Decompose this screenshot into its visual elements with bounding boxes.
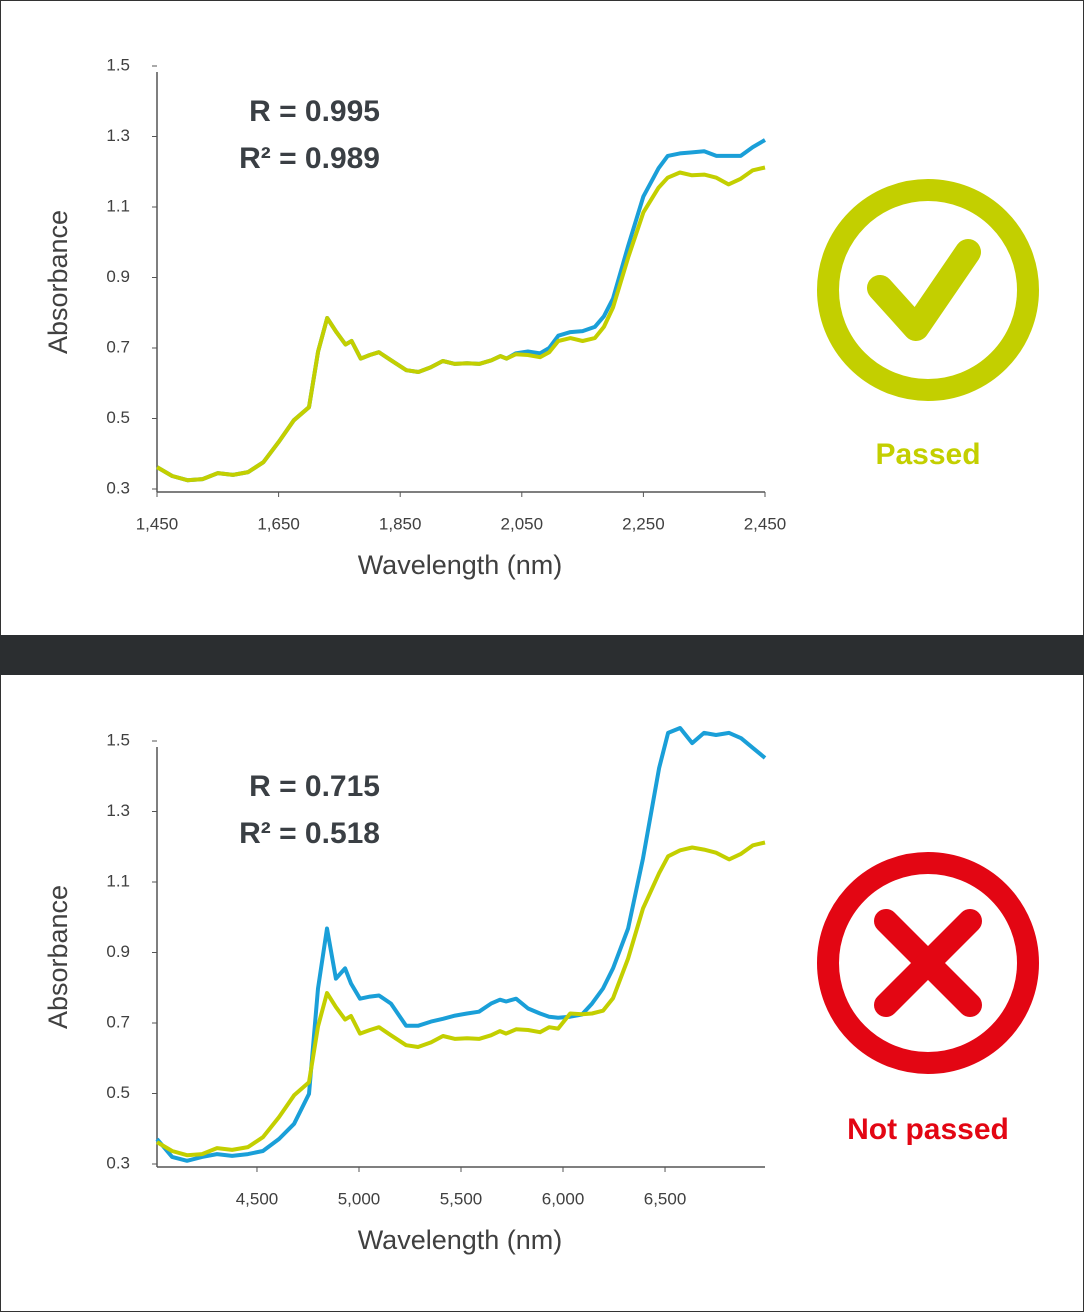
y-tick-label: 0.5 xyxy=(106,408,130,427)
y-tick-label: 1.1 xyxy=(106,196,130,215)
x-axis-title: Wavelength (nm) xyxy=(358,1225,563,1255)
y-tick-label: 1.5 xyxy=(106,730,130,749)
status-label: Not passed xyxy=(847,1113,1009,1146)
y-axis-title: Absorbance xyxy=(43,210,73,354)
x-tick-label: 2,250 xyxy=(622,514,665,533)
x-tick-label: 5,500 xyxy=(440,1189,483,1208)
correlation-label: R² = 0.518 xyxy=(239,817,380,850)
x-tick-label: 1,450 xyxy=(136,514,179,533)
x-tick-label: 4,500 xyxy=(236,1189,279,1208)
y-tick-label: 0.3 xyxy=(106,478,130,497)
y-tick-label: 0.7 xyxy=(106,337,130,356)
y-axis-title: Absorbance xyxy=(43,885,73,1029)
y-tick-label: 1.3 xyxy=(106,126,130,145)
x-tick-label: 6,000 xyxy=(542,1189,585,1208)
check-mark xyxy=(867,239,981,341)
status-label: Passed xyxy=(875,438,980,471)
y-tick-label: 1.1 xyxy=(106,871,130,890)
y-tick-label: 0.7 xyxy=(106,1012,130,1031)
series-line xyxy=(155,840,766,1158)
correlation-label: R² = 0.989 xyxy=(239,142,380,175)
y-tick-label: 0.5 xyxy=(106,1083,130,1102)
y-tick-label: 1.3 xyxy=(106,801,130,820)
fail-icon-ring xyxy=(817,852,1039,1074)
x-axis-title: Wavelength (nm) xyxy=(358,550,563,580)
x-tick-label: 5,000 xyxy=(338,1189,381,1208)
divider xyxy=(0,635,1084,675)
y-tick-label: 0.9 xyxy=(106,267,130,286)
x-tick-label: 1,650 xyxy=(257,514,300,533)
y-tick-label: 1.5 xyxy=(106,55,130,74)
correlation-label: R = 0.715 xyxy=(249,770,380,803)
y-tick-label: 0.9 xyxy=(106,942,130,961)
panel: 0.3 0.5 0.7 0.9 1.1 1.3 1.5 1,450 1,650 1,850 2,05… xyxy=(43,55,1039,580)
panel: 0.3 0.5 0.7 0.9 1.1 1.3 1.5 4,500 5,000 5,500 6,00… xyxy=(43,726,1039,1255)
series-line xyxy=(155,165,766,483)
pass-icon-ring xyxy=(817,179,1039,401)
correlation-label: R = 0.995 xyxy=(249,95,380,128)
y-tick-label: 0.3 xyxy=(106,1153,130,1172)
x-tick-label: 6,500 xyxy=(644,1189,687,1208)
x-tick-label: 1,850 xyxy=(379,514,422,533)
x-tick-label: 2,450 xyxy=(744,514,787,533)
cross-stroke xyxy=(874,909,982,1017)
series-line xyxy=(155,726,767,1163)
x-tick-label: 2,050 xyxy=(501,514,544,533)
